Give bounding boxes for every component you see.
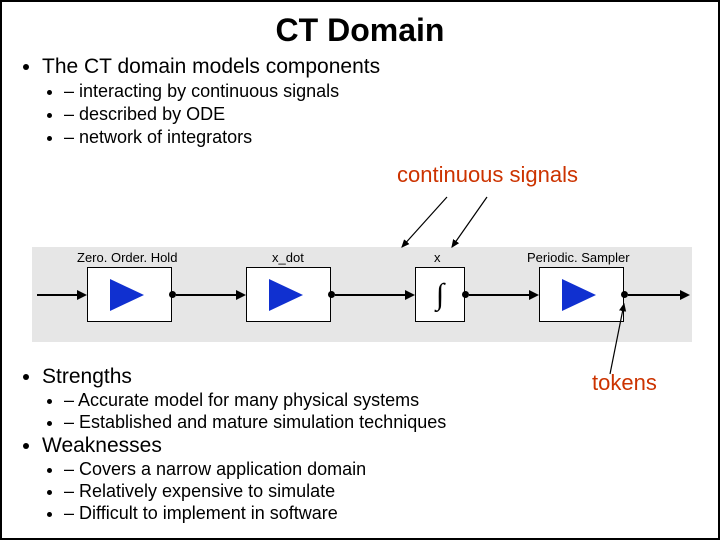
block-periodic-sampler [539,267,624,322]
bullet-components-text: The CT domain models components [42,55,380,78]
sub-interacting: interacting by continuous signals [64,81,718,102]
signal-wire [37,294,77,296]
signal-wire [176,294,236,296]
block-zero-order-hold [87,267,172,322]
sub-established: Established and mature simulation techni… [64,412,446,433]
port-dot-icon [621,291,628,298]
strengths-sub: Accurate model for many physical systems… [42,390,446,433]
arrow-head-icon [680,290,690,300]
sub-expensive: Relatively expensive to simulate [64,481,446,502]
sub-integrators: network of integrators [64,127,718,148]
arrow-head-icon [405,290,415,300]
block-x-dot [246,267,331,322]
block-integrator: ∫ [415,267,465,322]
arrow-head-icon [529,290,539,300]
gain-triangle-icon [269,279,303,311]
slide-title: CT Domain [2,12,718,49]
sub-difficult: Difficult to implement in software [64,503,446,524]
bullet-components: The CT domain models components interact… [42,55,718,148]
bullet-components-sub: interacting by continuous signals descri… [42,81,718,148]
signal-wire [469,294,529,296]
sub-ode: described by ODE [64,104,718,125]
arrow-head-icon [236,290,246,300]
lower-bullets: Strengths Accurate model for many physic… [20,364,446,525]
top-bullets: The CT domain models components interact… [20,55,718,148]
signal-wire [335,294,405,296]
gain-triangle-icon [562,279,596,311]
label-x-dot: x_dot [272,250,304,265]
slide: CT Domain The CT domain models component… [0,0,720,540]
annotation-continuous-signals: continuous signals [397,162,578,188]
annotation-tokens: tokens [592,370,657,396]
bullet-strengths: Strengths Accurate model for many physic… [42,365,446,433]
arrow-head-icon [77,290,87,300]
label-periodic-sampler: Periodic. Sampler [527,250,630,265]
bullet-weaknesses-text: Weaknesses [42,434,162,457]
sub-accurate: Accurate model for many physical systems [64,390,446,411]
signal-wire [628,294,683,296]
label-x: x [434,250,441,265]
port-dot-icon [328,291,335,298]
bullet-weaknesses: Weaknesses Covers a narrow application d… [42,434,446,524]
weaknesses-sub: Covers a narrow application domain Relat… [42,459,446,524]
integrator-symbol-icon: ∫ [436,278,444,312]
label-zero-order-hold: Zero. Order. Hold [77,250,177,265]
sub-narrow: Covers a narrow application domain [64,459,446,480]
block-diagram: Zero. Order. Hold x_dot ∫ x Periodic. Sa… [32,232,692,347]
port-dot-icon [462,291,469,298]
gain-triangle-icon [110,279,144,311]
port-dot-icon [169,291,176,298]
bullet-strengths-text: Strengths [42,365,132,388]
